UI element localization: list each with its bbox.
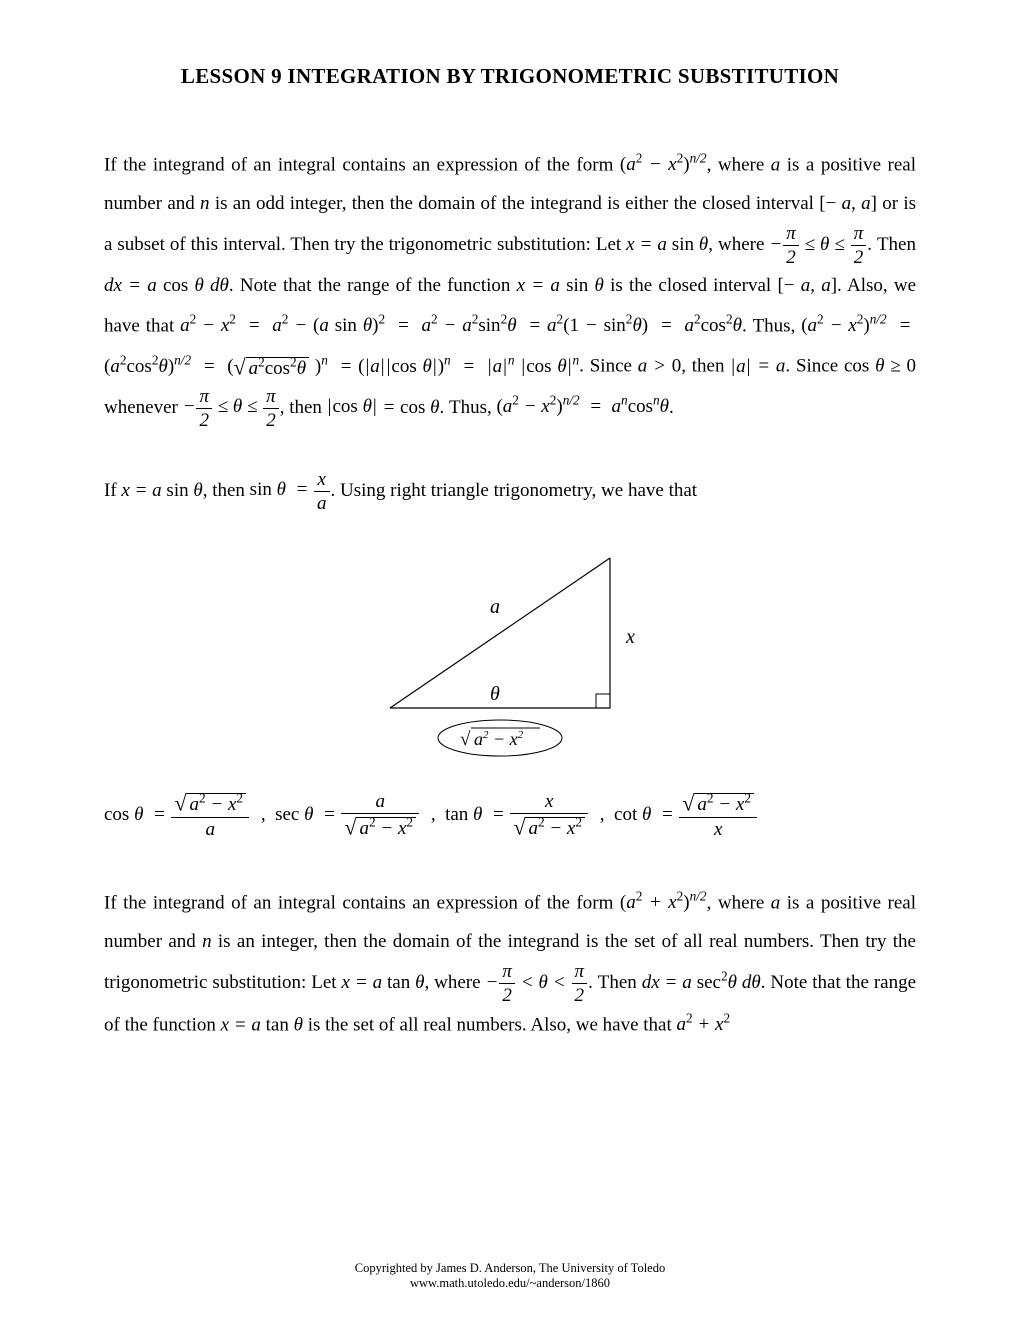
var-a: a (771, 154, 781, 175)
text: If the integrand of an integral contains… (104, 892, 620, 913)
text: , then (681, 356, 730, 377)
triangle-svg: a x θ √ a2 − x2 (360, 538, 660, 768)
lesson-title: LESSON 9 INTEGRATION BY TRIGONOMETRIC SU… (104, 64, 916, 89)
expr: (a2 + x2)n/2 (620, 892, 707, 913)
sin-eq: sin θ = xa (250, 479, 331, 500)
text: , where (707, 154, 771, 175)
adj-label: √ a2 − x2 (438, 720, 562, 756)
text: . Then (588, 972, 642, 993)
text: whenever (104, 396, 183, 417)
svg-text:a2 − x2: a2 − x2 (474, 729, 524, 749)
var-a: a (771, 892, 781, 913)
text: , where (707, 892, 771, 913)
paragraph-3: If the integrand of an integral contains… (104, 883, 916, 1045)
range: −π2 ≤ θ ≤ π2 (769, 234, 867, 255)
range: −π2 < θ < π2 (486, 972, 589, 993)
text: . Thus, (742, 315, 801, 336)
text: , where (424, 972, 485, 993)
copyright-line: Copyrighted by James D. Anderson, The Un… (355, 1261, 665, 1275)
url-line: www.math.utoledo.edu/~anderson/1860 (410, 1276, 610, 1290)
cos-nonneg: cos θ ≥ 0 (844, 356, 916, 377)
abs-cos-eq: cos θ = cos θ (327, 396, 440, 417)
dx: dx = a cos θ dθ (104, 275, 229, 296)
substitution: x = a sin θ (626, 234, 708, 255)
page: LESSON 9 INTEGRATION BY TRIGONOMETRIC SU… (0, 0, 1020, 1320)
interval-2: [− a, a] (777, 275, 837, 296)
fn: x = a sin θ (517, 275, 604, 296)
text: . Since (579, 356, 638, 377)
text: , where (708, 234, 769, 255)
text: . Using right triangle trigonometry, we … (331, 479, 698, 500)
substitution: x = a tan θ (341, 972, 424, 993)
text: is an odd integer, then the domain of th… (215, 193, 819, 214)
fn: x = a tan θ (221, 1014, 303, 1035)
text: If (104, 479, 121, 500)
text: . (669, 396, 674, 417)
hyp-label: a (490, 596, 500, 618)
final-eq: (a2 − x2)n/2 = ancosnθ (496, 396, 669, 417)
dx: dx = a sec2θ dθ (642, 972, 761, 993)
text: . Thus, (439, 396, 496, 417)
text: is the set of all real numbers. Also, we… (308, 1014, 677, 1035)
interval: [− a, a] (819, 193, 877, 214)
text: . Then (867, 234, 916, 255)
text: , then (280, 396, 327, 417)
range-2: −π2 ≤ θ ≤ π2 (183, 396, 280, 417)
paragraph-2: If x = a sin θ, then sin θ = xa. Using r… (104, 470, 916, 513)
chain-4: (acos θ)n = an cos θn (358, 356, 579, 377)
tail-expr: a2 + x2 (677, 1014, 731, 1035)
text: If the integrand of an integral contains… (104, 154, 620, 175)
a-pos: a > 0 (638, 356, 681, 377)
page-footer: Copyrighted by James D. Anderson, The Un… (0, 1261, 1020, 1292)
chain-2: a2(1 − sin2θ) = a2cos2θ (547, 315, 742, 336)
text: , then (203, 479, 250, 500)
var-n: n (200, 193, 210, 214)
var-n: n (202, 931, 212, 952)
svg-text:√: √ (460, 729, 471, 750)
text: is the closed interval (610, 275, 777, 296)
trig-ratios: cos θ = √a2 − x2a , sec θ = a√a2 − x2 , … (104, 792, 916, 839)
triangle-diagram: a x θ √ a2 − x2 (104, 538, 916, 774)
expr: x = a sin θ (121, 479, 202, 500)
chain-1: a2 − x2 = a2 − (a sin θ)2 = a2 − a2sin2θ… (180, 315, 541, 336)
abs-a-eq: a = a (730, 356, 785, 377)
paragraph-1: If the integrand of an integral contains… (104, 145, 916, 430)
expr: (a2 − x2)n/2 (620, 154, 707, 175)
angle-label: θ (490, 683, 500, 705)
opp-label: x (625, 626, 635, 648)
text: . Note that the range of the function (229, 275, 517, 296)
text: . Since (785, 356, 844, 377)
